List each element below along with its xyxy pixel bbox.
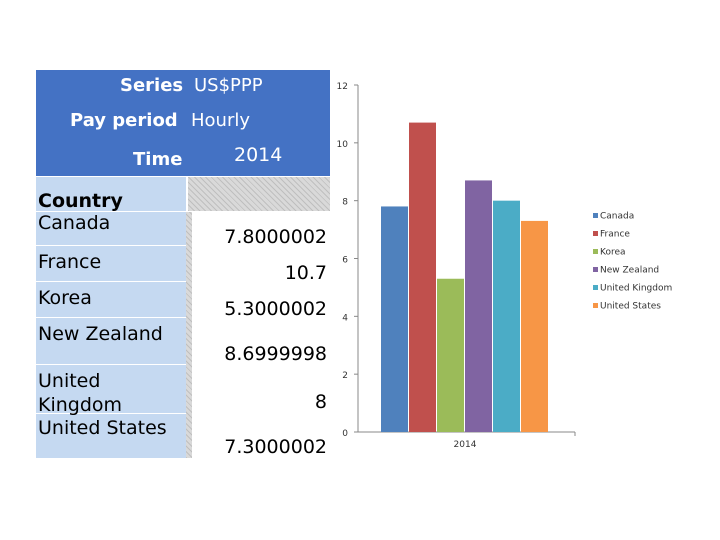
row-value: 5.3000002: [224, 298, 327, 320]
bar-united-kingdom: [493, 200, 520, 432]
country-header: Country: [38, 190, 123, 212]
legend-swatch: [593, 303, 598, 308]
time-value: 2014: [234, 144, 283, 166]
y-tick-label: 12: [337, 82, 348, 92]
legend-swatch: [593, 213, 598, 218]
y-tick-label: 2: [342, 371, 348, 381]
series-header-bar: [36, 70, 330, 106]
row-value: 8: [314, 391, 327, 413]
divider-hatch-column: [186, 212, 192, 458]
row-label-cell: [36, 212, 186, 245]
bar-canada: [381, 206, 408, 432]
x-tick-label: 2014: [454, 440, 477, 450]
country-name: United States: [38, 417, 167, 439]
country-name: Korea: [38, 287, 92, 309]
y-tick-label: 8: [342, 198, 348, 208]
row-label-cell: [36, 318, 186, 364]
row-value: 7.8000002: [224, 226, 327, 248]
time-label: Time: [133, 149, 183, 170]
legend-swatch: [593, 267, 598, 272]
bar-chart: 0 2 4 6 8 10 12 2014 Canada France Korea New Zealan…: [337, 82, 673, 450]
row-value: 7.3000002: [224, 436, 327, 458]
series-label: Series: [120, 75, 184, 96]
country-name: New Zealand: [38, 323, 163, 345]
legend-label: New Zealand: [600, 266, 659, 276]
row-value: 8.6999998: [224, 343, 327, 365]
period-label: Pay period: [70, 110, 178, 131]
time-header-label-cell: [36, 142, 189, 176]
series-value: US$PPP: [194, 75, 263, 96]
legend-label: Korea: [600, 248, 626, 258]
country-header-hatch: [188, 177, 330, 211]
country-name: France: [38, 251, 102, 273]
country-header-cell: [36, 177, 186, 211]
bar-new-zealand: [465, 180, 492, 432]
y-tick-label: 6: [342, 256, 348, 266]
time-header-value-cell: [189, 142, 330, 176]
legend-label: United Kingdom: [600, 284, 672, 294]
y-tick-label: 4: [342, 313, 348, 323]
legend-swatch: [593, 285, 598, 290]
legend-swatch: [593, 231, 598, 236]
bar-united-states: [521, 220, 548, 432]
legend-label: France: [600, 230, 630, 240]
period-header-bar: [36, 106, 330, 142]
legend-label: Canada: [600, 212, 634, 222]
legend-label: United States: [600, 302, 661, 312]
bar-korea: [437, 278, 464, 432]
country-name: United Kingdom: [38, 370, 123, 416]
row-label-cell: [36, 414, 186, 458]
row-label-cell: [36, 246, 186, 281]
row-value: 10.7: [284, 262, 327, 284]
country-name: Canada: [38, 212, 111, 234]
row-label-cell: [36, 365, 186, 413]
y-tick-label: 10: [337, 140, 349, 150]
legend-swatch: [593, 249, 598, 254]
period-value: Hourly: [191, 110, 251, 131]
y-tick-label: 0: [342, 429, 348, 439]
row-label-cell: [36, 282, 186, 317]
bar-france: [409, 122, 436, 432]
